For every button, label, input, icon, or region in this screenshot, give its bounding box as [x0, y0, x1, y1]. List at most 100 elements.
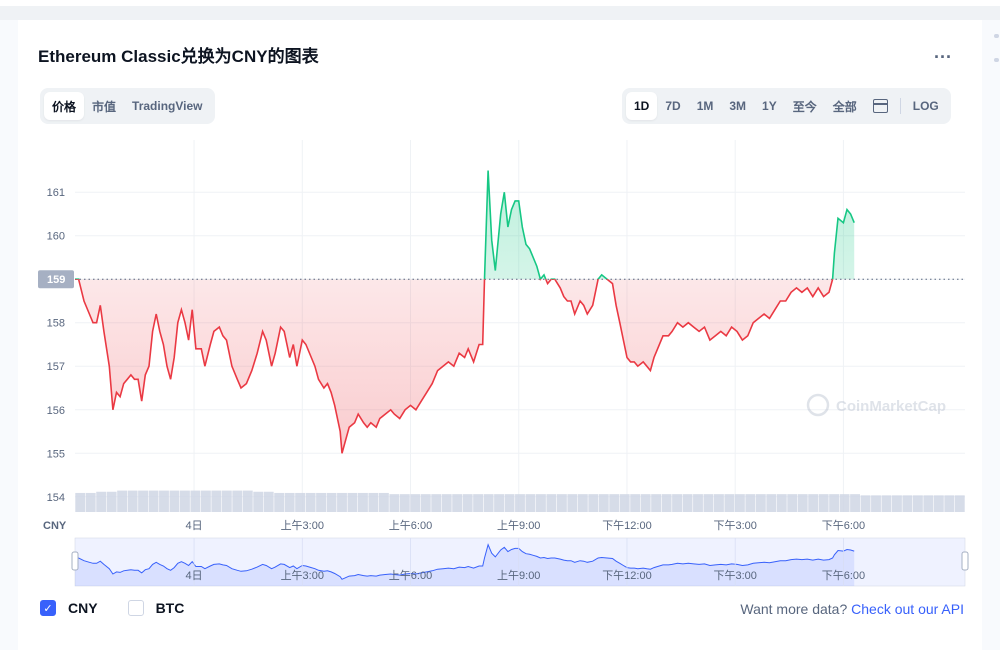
- volume-bar-36: [452, 494, 463, 512]
- top-bar: [0, 0, 1000, 6]
- api-link[interactable]: Check out our API: [851, 601, 964, 617]
- navigator-area: [75, 544, 855, 586]
- volume-bar-45: [546, 494, 557, 512]
- volume-bar-49: [588, 494, 599, 512]
- volume-bar-30: [389, 494, 400, 512]
- area-below-baseline: [78, 279, 833, 454]
- y-tick-label-161: 161: [47, 187, 65, 199]
- volume-bar-16: [242, 490, 253, 512]
- volume-bar-8: [159, 490, 169, 512]
- tab-market-cap[interactable]: 市值: [92, 99, 117, 114]
- top-strip: [0, 6, 1000, 20]
- volume-bar-15: [232, 490, 243, 512]
- legend-cny[interactable]: ✓ CNY: [40, 600, 98, 616]
- volume-bar-17: [253, 491, 264, 512]
- volume-bar-47: [567, 494, 578, 512]
- y-tick-label-155: 155: [47, 448, 65, 460]
- volume-bar-29: [378, 492, 389, 512]
- volume-bar-82: [933, 495, 944, 512]
- log-toggle[interactable]: LOG: [912, 99, 939, 113]
- navigator-bg: [74, 537, 966, 587]
- x-tick-label-1: 上午3:00: [281, 519, 324, 532]
- tab-tradingview[interactable]: TradingView: [132, 99, 203, 113]
- volume-bar-63: [734, 494, 745, 512]
- volume-bar-9: [169, 490, 180, 512]
- volume-bar-77: [881, 495, 892, 512]
- more-data-text: Want more data? Check out our API: [740, 601, 964, 617]
- y-tick-label-160: 160: [47, 231, 65, 243]
- volume-bar-18: [263, 491, 274, 512]
- range-1m[interactable]: 1M: [696, 99, 714, 113]
- navigator-tick-label-5: 下午3:00: [713, 569, 756, 582]
- volume-bar-44: [536, 494, 546, 512]
- volume-bar-52: [619, 494, 630, 512]
- x-tick-label-4: 下午12:00: [602, 519, 652, 532]
- volume-bar-7: [148, 490, 159, 512]
- navigator-line: [75, 543, 855, 580]
- tab-price[interactable]: 价格: [44, 92, 85, 120]
- navigator-tick-label-6: 下午6:00: [822, 569, 865, 582]
- volume-bar-80: [912, 495, 923, 512]
- volume-bar-23: [316, 492, 326, 512]
- coinmarketcap-logo-icon: [806, 393, 830, 417]
- calendar-button[interactable]: [865, 92, 896, 120]
- x-tick-label-3: 上午9:00: [497, 519, 540, 532]
- volume-bar-54: [640, 494, 651, 512]
- volume-bar-78: [892, 495, 902, 512]
- volume-bar-83: [944, 495, 955, 512]
- baseline-badge: 159: [38, 270, 74, 289]
- volume-bar-68: [787, 494, 798, 512]
- volume-bar-65: [755, 494, 766, 512]
- legend-btc-label: BTC: [155, 600, 185, 616]
- range-1y[interactable]: 1Y: [762, 99, 777, 113]
- navigator-tick-label-2: 上午6:00: [389, 569, 432, 582]
- checkbox-unchecked-icon[interactable]: [127, 600, 144, 616]
- navigator-handle-right[interactable]: [961, 551, 969, 571]
- range-all[interactable]: 全部: [832, 99, 857, 114]
- volume-bar-37: [462, 494, 473, 512]
- volume-bar-5: [127, 490, 138, 512]
- range-1d[interactable]: 1D: [626, 92, 658, 120]
- divider: [899, 98, 901, 114]
- volume-bar-35: [441, 494, 452, 512]
- volume-bar-56: [661, 494, 672, 512]
- range-7d[interactable]: 7D: [665, 99, 681, 113]
- volume-bar-43: [525, 494, 536, 512]
- volume-bar-12: [200, 490, 211, 512]
- volume-bar-11: [190, 490, 201, 512]
- side-panel-peek: [994, 34, 1000, 78]
- more-data-prompt: Want more data?: [740, 601, 848, 617]
- volume-bar-71: [818, 494, 829, 512]
- volume-bar-84: [954, 495, 965, 512]
- volume-bar-41: [504, 494, 515, 512]
- volume-bar-31: [399, 494, 410, 512]
- volume-bar-61: [714, 494, 724, 512]
- legend-btc[interactable]: BTC: [127, 600, 185, 616]
- volume-bar-21: [295, 492, 306, 512]
- range-ytd[interactable]: 至今: [792, 99, 817, 114]
- checkbox-checked-icon[interactable]: ✓: [40, 600, 56, 616]
- currency-axis-label: CNY: [43, 520, 67, 532]
- volume-bar-28: [368, 492, 379, 512]
- volume-bar-81: [923, 495, 934, 512]
- volume-bar-74: [850, 494, 860, 512]
- baseline-label: 159: [47, 274, 65, 286]
- volume-bar-33: [420, 494, 431, 512]
- volume-bar-32: [410, 494, 421, 512]
- x-tick-label-2: 上午6:00: [389, 519, 432, 532]
- volume-bar-26: [347, 492, 358, 512]
- y-tick-label-154: 154: [47, 492, 65, 504]
- volume-bar-69: [797, 494, 808, 512]
- volume-bar-6: [138, 490, 148, 512]
- volume-bar-4: [117, 490, 128, 512]
- volume-bar-75: [860, 495, 871, 512]
- navigator-handle-left[interactable]: [71, 551, 79, 571]
- volume-bar-51: [609, 494, 620, 512]
- range-3m[interactable]: 3M: [729, 99, 747, 113]
- volume-bar-34: [431, 494, 442, 512]
- x-tick-label-0: 4日: [185, 520, 202, 532]
- legend: ✓ CNY BTC: [40, 600, 214, 616]
- watermark-text: CoinMarketCap: [836, 398, 946, 415]
- more-options-icon[interactable]: ...: [934, 42, 953, 62]
